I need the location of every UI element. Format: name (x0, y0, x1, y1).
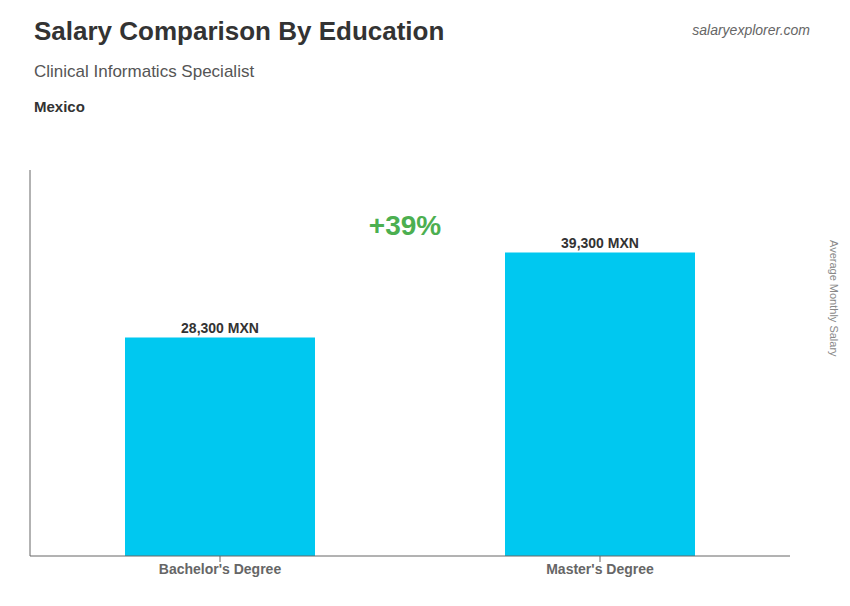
svg-text:Bachelor's Degree: Bachelor's Degree (159, 561, 282, 577)
html-text:Salary Comparison By Education: Salary Comparison By Education (34, 16, 445, 46)
html-text:Mexico: Mexico (34, 98, 85, 115)
html-text:salaryexplorer.com: salaryexplorer.com (692, 22, 810, 38)
html-text:Clinical Informatics Specialis: Clinical Informatics Specialist (34, 62, 255, 81)
html-text:Average Monthly Salary: Average Monthly Salary (828, 240, 840, 357)
svg-text:Master's Degree: Master's Degree (546, 561, 654, 577)
svg-text:28,300 MXN: 28,300 MXN (181, 320, 259, 336)
svg-text:39,300 MXN: 39,300 MXN (561, 235, 639, 251)
html-text:+39%: +39% (368, 210, 442, 241)
